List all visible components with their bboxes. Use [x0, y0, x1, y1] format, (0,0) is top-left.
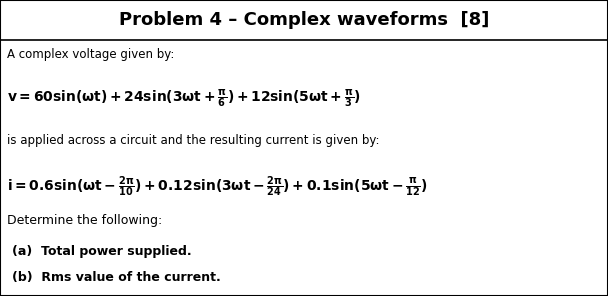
Text: Determine the following:: Determine the following:	[7, 214, 162, 227]
Text: $\mathbf{v = 60sin(\omega t) + 24sin(3\omega t + \frac{\pi}{6}) + 12sin(5\omega : $\mathbf{v = 60sin(\omega t) + 24sin(3\o…	[7, 87, 361, 109]
Text: $\mathbf{i = 0.6sin(\omega t - \frac{2\pi}{10}) + 0.12sin(3\omega t - \frac{2\pi: $\mathbf{i = 0.6sin(\omega t - \frac{2\p…	[7, 174, 428, 199]
Text: is applied across a circuit and the resulting current is given by:: is applied across a circuit and the resu…	[7, 134, 380, 147]
Text: Problem 4 – Complex waveforms  [8]: Problem 4 – Complex waveforms [8]	[119, 11, 489, 29]
Text: (a)  Total power supplied.: (a) Total power supplied.	[12, 245, 192, 258]
Text: A complex voltage given by:: A complex voltage given by:	[7, 48, 174, 61]
Text: (b)  Rms value of the current.: (b) Rms value of the current.	[12, 271, 221, 284]
